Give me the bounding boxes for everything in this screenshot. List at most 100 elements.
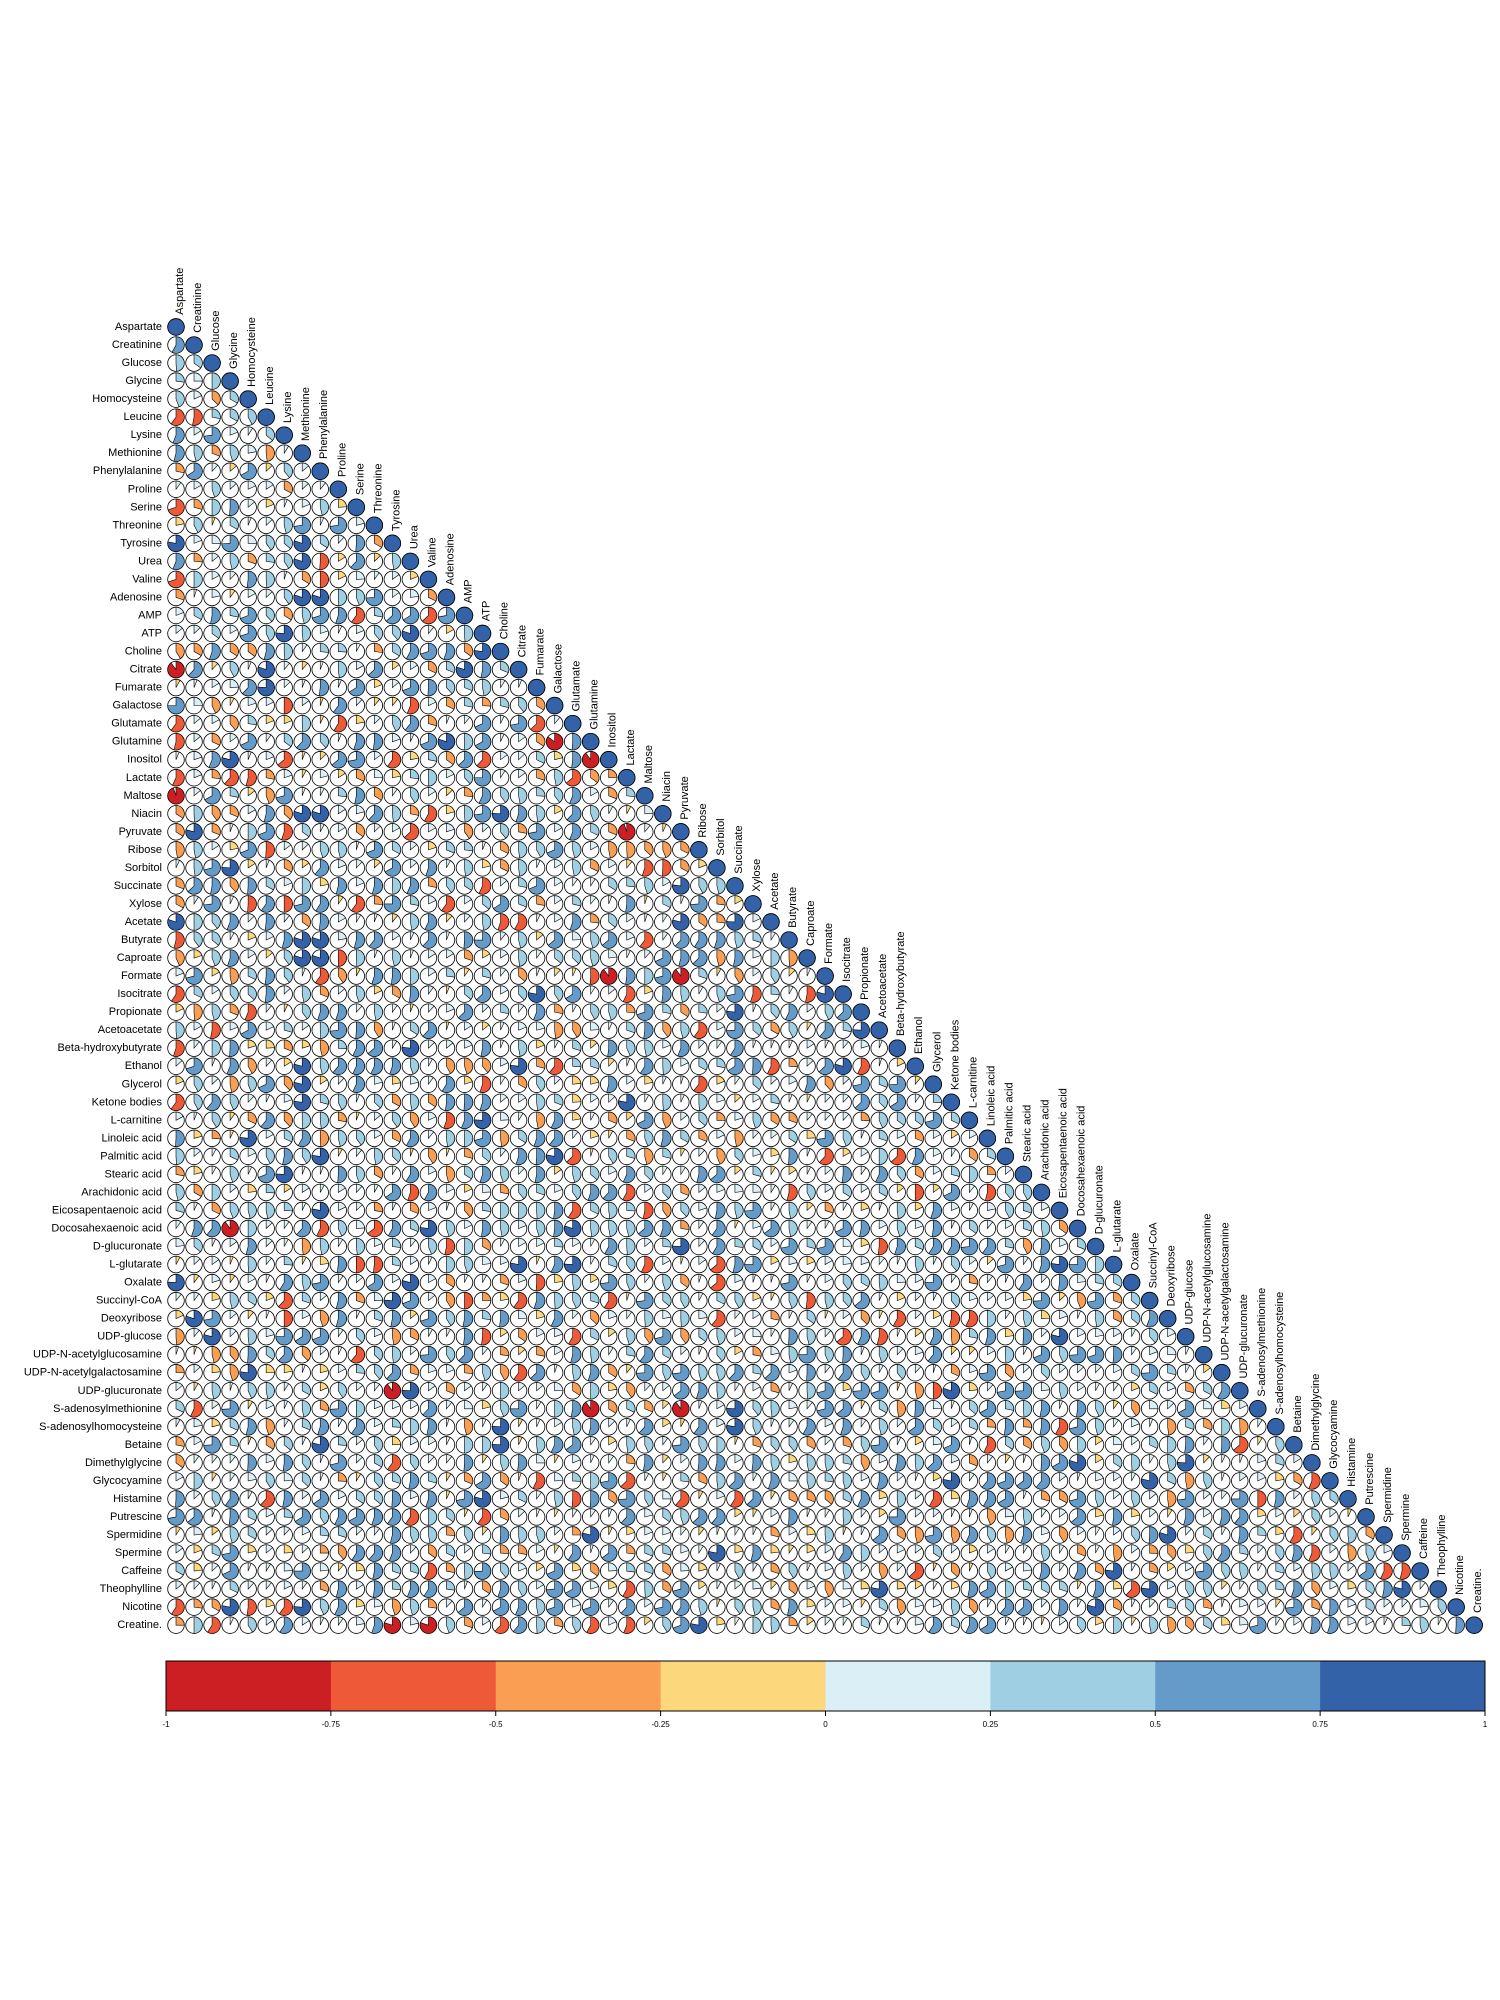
corr-cell-spermine-histamine [1339, 1544, 1357, 1562]
corr-cell-niacin-valine [419, 805, 438, 823]
corr-cell-caffeine-serine [347, 1562, 366, 1580]
corr-cell-ketone-bodies-methionine [293, 1093, 311, 1111]
corr-cell-udp-n-acetylglucosamine-xylose [744, 1346, 762, 1364]
corr-cell-lactate-methionine [293, 769, 311, 787]
corr-cell-docosahexaenoic-acid-atp [473, 1219, 492, 1238]
corr-cell-inositol-amp [455, 751, 474, 769]
column-label-dimethylglycine: Dimethylglycine [1310, 1374, 1322, 1451]
corr-cell-putrescine-choline [491, 1508, 510, 1526]
corr-cell-udp-glucose-citrate [509, 1327, 528, 1346]
corr-cell-l-glutarate-butyrate [780, 1255, 798, 1274]
corr-cell-glutamate-threonine [365, 714, 384, 733]
corr-cell-atp-phenylalanine [311, 624, 329, 643]
corr-cell-udp-glucose-atp [473, 1327, 492, 1346]
corr-cell-urea-aspartate [167, 552, 185, 571]
corr-cell-xylose-glutamate [563, 895, 582, 913]
corr-cell-docosahexaenoic-acid-maltose [636, 1219, 654, 1238]
corr-cell-adenosine-homocysteine [239, 588, 257, 607]
corr-cell-l-glutarate-adenosine [437, 1255, 456, 1274]
corr-cell-creatine-l-glutarate [1104, 1616, 1123, 1634]
corr-cell-spermine-urea [401, 1544, 420, 1562]
corr-cell-palmitic-acid-propionate [852, 1147, 870, 1166]
corr-cell-caproate-tyrosine [383, 949, 402, 967]
column-label-layer: Aspartate Creatinine Glucose Glycine Homocys… [174, 268, 1484, 1613]
corr-cell-deoxyribose-niacin [654, 1309, 672, 1328]
corr-cell-linoleic-acid-ribose [690, 1129, 708, 1148]
corr-cell-sorbitol-ribose [690, 859, 708, 877]
corr-cell-beta-hydroxybutyrate-beta-hydroxybutyrate [888, 1039, 906, 1057]
corr-cell-citrate-proline [329, 660, 347, 679]
corr-cell-glycerol-methionine [293, 1075, 311, 1093]
corr-cell-glycerol-inositol [600, 1075, 618, 1093]
corr-cell-eicosapentaenoic-acid-glycine [221, 1201, 239, 1220]
corr-cell-theophylline-udp-glucose [1176, 1580, 1195, 1598]
corr-cell-oxalate-oxalate [1122, 1273, 1141, 1292]
corr-cell-succinyl-coa-threonine [365, 1291, 384, 1310]
corr-cell-s-adenosylmethionine-proline [329, 1400, 347, 1418]
corr-cell-linoleic-acid-lactate [618, 1129, 636, 1148]
corr-cell-caproate-homocysteine [239, 949, 257, 967]
corr-cell-butyrate-serine [347, 931, 366, 949]
corr-cell-s-adenosylmethionine-valine [419, 1400, 438, 1418]
corr-cell-propionate-citrate [509, 1003, 528, 1021]
corr-cell-docosahexaenoic-acid-homocysteine [239, 1219, 257, 1238]
corr-cell-d-glucuronate-docosahexaenoic-acid [1068, 1237, 1087, 1256]
corr-cell-creatine-butyrate [780, 1616, 798, 1634]
corr-cell-xylose-amp [455, 895, 474, 913]
corr-cell-udp-n-acetylglucosamine-stearic-acid [1014, 1346, 1033, 1364]
corr-cell-succinate-succinate [726, 877, 744, 895]
corr-cell-valine-urea [401, 570, 420, 589]
corr-cell-l-glutarate-homocysteine [239, 1255, 257, 1274]
corr-cell-spermidine-histamine [1339, 1526, 1357, 1544]
corr-cell-acetate-lactate [618, 913, 636, 931]
corr-cell-udp-n-acetylgalactosamine-udp-n-acetylgalactosamine [1213, 1364, 1231, 1382]
corr-cell-l-glutarate-eicosapentaenoic-acid [1050, 1255, 1069, 1274]
corr-cell-glycocyamine-butyrate [780, 1472, 798, 1490]
corr-cell-udp-glucose-d-glucuronate [1086, 1327, 1105, 1346]
corr-cell-glycerol-acetate [762, 1075, 780, 1093]
corr-cell-ribose-aspartate [167, 841, 185, 859]
corr-cell-histamine-histamine [1339, 1490, 1357, 1508]
corr-cell-d-glucuronate-tyrosine [383, 1237, 402, 1256]
corr-cell-s-adenosylmethionine-atp [473, 1400, 492, 1418]
corr-cell-spermine-proline [329, 1544, 347, 1562]
corr-cell-arachidonic-acid-valine [419, 1183, 438, 1202]
corr-cell-glycocyamine-beta-hydroxybutyrate [888, 1472, 906, 1490]
corr-cell-threonine-creatinine [185, 516, 203, 535]
corr-cell-xylose-succinate [726, 895, 744, 913]
corr-cell-l-carnitine-fumarate [527, 1111, 546, 1130]
corr-cell-ribose-homocysteine [239, 841, 257, 859]
corr-cell-sorbitol-glutamate [563, 859, 582, 877]
corr-cell-glycerol-aspartate [167, 1075, 185, 1093]
corr-cell-glutamate-lysine [275, 714, 293, 733]
row-label-stearic-acid: Stearic acid [105, 1168, 162, 1180]
corr-cell-spermine-citrate [509, 1544, 528, 1562]
row-label-udp-n-acetylgalactosamine: UDP-N-acetylgalactosamine [24, 1367, 162, 1379]
corr-cell-inositol-fumarate [527, 751, 546, 769]
corr-cell-acetoacetate-ribose [690, 1021, 708, 1039]
corr-cell-betaine-isocitrate [834, 1436, 852, 1454]
corr-cell-ribose-glycine [221, 841, 239, 859]
corr-cell-pyruvate-serine [347, 823, 366, 841]
corr-cell-putrescine-beta-hydroxybutyrate [888, 1508, 906, 1526]
corr-cell-betaine-glutamate [563, 1436, 582, 1454]
corr-cell-stearic-acid-threonine [365, 1165, 384, 1184]
corr-cell-eicosapentaenoic-acid-citrate [509, 1201, 528, 1220]
corr-cell-glycerol-lactate [618, 1075, 636, 1093]
corr-cell-linoleic-acid-glycine [221, 1129, 239, 1148]
corr-cell-adenosine-glycine [221, 588, 239, 607]
corr-cell-stearic-acid-propionate [852, 1165, 870, 1184]
corr-cell-deoxyribose-isocitrate [834, 1309, 852, 1328]
corr-cell-ribose-urea [401, 841, 420, 859]
corr-cell-maltose-lactate [618, 787, 636, 805]
corr-cell-pyruvate-lysine [275, 823, 293, 841]
corr-cell-theophylline-homocysteine [239, 1580, 257, 1598]
colorbar-segment-6 [990, 1661, 1156, 1711]
column-label-tyrosine: Tyrosine [390, 490, 402, 532]
corr-cell-tyrosine-threonine [365, 534, 384, 553]
corr-cell-creatine-dimethylglycine [1303, 1616, 1321, 1634]
corr-cell-valine-homocysteine [239, 570, 257, 589]
column-label-atp: ATP [481, 601, 493, 622]
corr-cell-eicosapentaenoic-acid-isocitrate [834, 1201, 852, 1220]
corr-cell-succinyl-coa-glycerol [924, 1291, 942, 1310]
